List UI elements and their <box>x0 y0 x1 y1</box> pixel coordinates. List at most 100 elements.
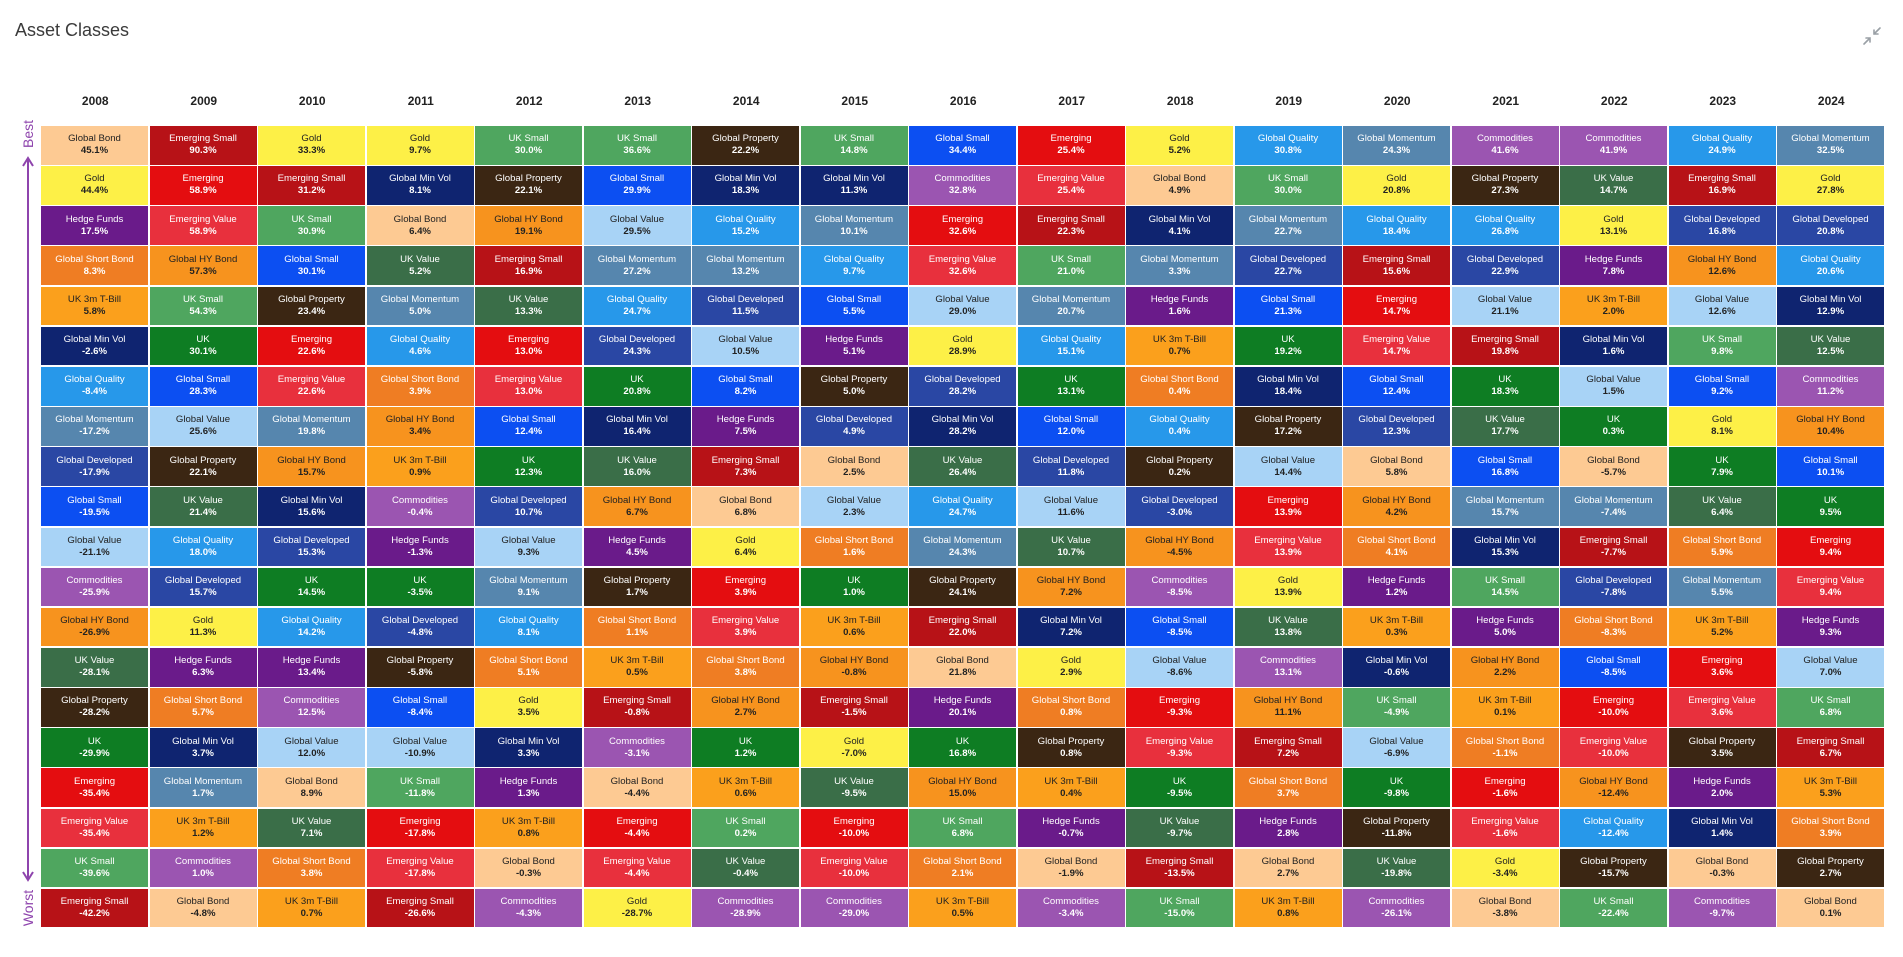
asset-cell[interactable]: UK Value 26.4% <box>909 447 1016 486</box>
asset-cell[interactable]: Commodities -3.1% <box>583 728 691 767</box>
asset-cell[interactable]: Emerging Value 13.0% <box>475 366 582 406</box>
asset-cell[interactable]: Emerging Small -42.2% <box>41 888 148 928</box>
asset-cell[interactable]: Global HY Bond 10.4% <box>1777 407 1884 446</box>
asset-cell[interactable]: Global Bond 5.8% <box>1343 447 1450 486</box>
asset-cell[interactable]: Commodities 41.6% <box>1451 126 1559 165</box>
asset-cell[interactable]: Global Min Vol 16.4% <box>583 407 691 446</box>
asset-cell[interactable]: Global Quality 24.9% <box>1668 126 1776 165</box>
asset-cell[interactable]: UK 0.3% <box>1560 407 1667 446</box>
asset-cell[interactable]: Global Property 3.5% <box>1668 728 1776 767</box>
asset-cell[interactable]: UK 3m T-Bill 0.9% <box>366 447 474 486</box>
asset-cell[interactable]: Global Quality 18.0% <box>149 527 257 567</box>
asset-cell[interactable]: Emerging Small -13.5% <box>1126 848 1233 888</box>
asset-cell[interactable]: Global Momentum 10.1% <box>800 206 908 245</box>
asset-cell[interactable]: Emerging -1.6% <box>1451 768 1559 808</box>
asset-cell[interactable]: UK 30.1% <box>149 326 257 366</box>
asset-cell[interactable]: Emerging -9.3% <box>1126 688 1233 727</box>
asset-cell[interactable]: UK 3m T-Bill 0.6% <box>800 607 908 647</box>
asset-cell[interactable]: Global Property 17.2% <box>1234 407 1342 446</box>
asset-cell[interactable]: Global Bond 2.7% <box>1234 848 1342 888</box>
asset-cell[interactable]: Gold -7.0% <box>800 728 908 767</box>
asset-cell[interactable]: Global Small 34.4% <box>909 126 1016 165</box>
asset-cell[interactable]: Emerging Small 6.7% <box>1777 728 1884 767</box>
asset-cell[interactable]: Global Developed -17.9% <box>41 447 148 486</box>
asset-cell[interactable]: Global Quality -8.4% <box>41 366 148 406</box>
asset-cell[interactable]: Global Bond 6.4% <box>366 206 474 245</box>
asset-cell[interactable]: Hedge Funds 4.5% <box>583 527 691 567</box>
asset-cell[interactable]: Emerging 13.9% <box>1234 487 1342 526</box>
asset-cell[interactable]: Emerging Value -4.4% <box>583 848 691 888</box>
asset-cell[interactable]: Global Value 10.5% <box>692 326 799 366</box>
asset-cell[interactable]: Global Min Vol 15.3% <box>1451 527 1559 567</box>
asset-cell[interactable]: Commodities -8.5% <box>1126 567 1233 607</box>
asset-cell[interactable]: Global Value -6.9% <box>1343 728 1450 767</box>
asset-cell[interactable]: Global Value -10.9% <box>366 728 474 767</box>
asset-cell[interactable]: Gold 13.9% <box>1234 567 1342 607</box>
asset-cell[interactable]: UK Small 14.5% <box>1451 567 1559 607</box>
asset-cell[interactable]: Global Small 21.3% <box>1234 286 1342 326</box>
asset-cell[interactable]: Global Bond -0.3% <box>475 848 582 888</box>
asset-cell[interactable]: Global Value 21.1% <box>1451 286 1559 326</box>
asset-cell[interactable]: Emerging Value 3.6% <box>1668 688 1776 727</box>
asset-cell[interactable]: UK Small 6.8% <box>1777 688 1884 727</box>
asset-cell[interactable]: Emerging Value -35.4% <box>41 808 148 848</box>
asset-cell[interactable]: Commodities 13.1% <box>1234 647 1342 687</box>
asset-cell[interactable]: Global Quality -12.4% <box>1560 808 1667 848</box>
asset-cell[interactable]: Global Min Vol 18.4% <box>1234 366 1342 406</box>
asset-cell[interactable]: Global HY Bond 7.2% <box>1017 567 1125 607</box>
asset-cell[interactable]: Emerging 58.9% <box>149 166 257 205</box>
asset-cell[interactable]: Global Property 2.7% <box>1777 848 1884 888</box>
asset-cell[interactable]: Global Momentum 3.3% <box>1126 246 1233 286</box>
asset-cell[interactable]: Global Momentum -17.2% <box>41 407 148 446</box>
asset-cell[interactable]: Emerging Small 19.8% <box>1451 326 1559 366</box>
asset-cell[interactable]: UK 13.1% <box>1017 366 1125 406</box>
asset-cell[interactable]: Hedge Funds 1.6% <box>1126 286 1233 326</box>
asset-cell[interactable]: Hedge Funds 5.0% <box>1451 607 1559 647</box>
asset-cell[interactable]: Global Property 22.2% <box>692 126 799 165</box>
asset-cell[interactable]: Global Developed 28.2% <box>909 366 1016 406</box>
asset-cell[interactable]: Global Value -8.6% <box>1126 647 1233 687</box>
asset-cell[interactable]: UK 3m T-Bill 0.5% <box>909 888 1016 928</box>
asset-cell[interactable]: Global HY Bond 6.7% <box>583 487 691 526</box>
asset-cell[interactable]: UK Small -15.0% <box>1126 888 1233 928</box>
asset-cell[interactable]: UK 3m T-Bill 0.8% <box>1234 888 1342 928</box>
asset-cell[interactable]: UK Small 14.8% <box>800 126 908 165</box>
asset-cell[interactable]: Global Quality 8.1% <box>475 607 582 647</box>
asset-cell[interactable]: Global Developed 11.8% <box>1017 447 1125 486</box>
asset-cell[interactable]: Emerging Small 22.3% <box>1017 206 1125 245</box>
asset-cell[interactable]: Global Quality 15.1% <box>1017 326 1125 366</box>
asset-cell[interactable]: Emerging Value 25.4% <box>1017 166 1125 205</box>
asset-cell[interactable]: Global Quality 14.2% <box>258 607 365 647</box>
asset-cell[interactable]: Global Value 9.3% <box>475 527 582 567</box>
asset-cell[interactable]: Global Developed 15.7% <box>149 567 257 607</box>
asset-cell[interactable]: UK 3m T-Bill 0.3% <box>1343 607 1450 647</box>
asset-cell[interactable]: Emerging 32.6% <box>909 206 1016 245</box>
asset-cell[interactable]: UK Value -28.1% <box>41 647 148 687</box>
asset-cell[interactable]: Commodities -0.4% <box>366 487 474 526</box>
asset-cell[interactable]: Global Small 29.9% <box>583 166 691 205</box>
asset-cell[interactable]: Global Momentum 19.8% <box>258 407 365 446</box>
asset-cell[interactable]: Global Value 12.0% <box>258 728 365 767</box>
asset-cell[interactable]: Emerging Value 58.9% <box>149 206 257 245</box>
asset-cell[interactable]: Global Min Vol 28.2% <box>909 407 1016 446</box>
asset-cell[interactable]: Emerging Value -1.6% <box>1451 808 1559 848</box>
asset-cell[interactable]: UK Value 10.7% <box>1017 527 1125 567</box>
asset-cell[interactable]: Global Bond -5.7% <box>1560 447 1667 486</box>
asset-cell[interactable]: UK 3m T-Bill 0.5% <box>583 647 691 687</box>
asset-cell[interactable]: UK Value -9.5% <box>800 768 908 808</box>
asset-cell[interactable]: Global Developed 12.3% <box>1343 407 1450 446</box>
asset-cell[interactable]: Global Bond 45.1% <box>41 126 148 165</box>
asset-cell[interactable]: Global Momentum 32.5% <box>1777 126 1884 165</box>
asset-cell[interactable]: Global Bond 0.1% <box>1777 888 1884 928</box>
asset-cell[interactable]: Global Bond 4.9% <box>1126 166 1233 205</box>
asset-cell[interactable]: Global Small 12.4% <box>1343 366 1450 406</box>
asset-cell[interactable]: Emerging Small -0.8% <box>583 688 691 727</box>
asset-cell[interactable]: UK Small -4.9% <box>1343 688 1450 727</box>
asset-cell[interactable]: Hedge Funds 7.8% <box>1560 246 1667 286</box>
asset-cell[interactable]: Emerging 22.6% <box>258 326 365 366</box>
asset-cell[interactable]: Gold 27.8% <box>1777 166 1884 205</box>
asset-cell[interactable]: Gold 44.4% <box>41 166 148 205</box>
asset-cell[interactable]: Global Bond -3.8% <box>1451 888 1559 928</box>
asset-cell[interactable]: Hedge Funds 17.5% <box>41 206 148 245</box>
asset-cell[interactable]: Global Bond -4.8% <box>149 888 257 928</box>
